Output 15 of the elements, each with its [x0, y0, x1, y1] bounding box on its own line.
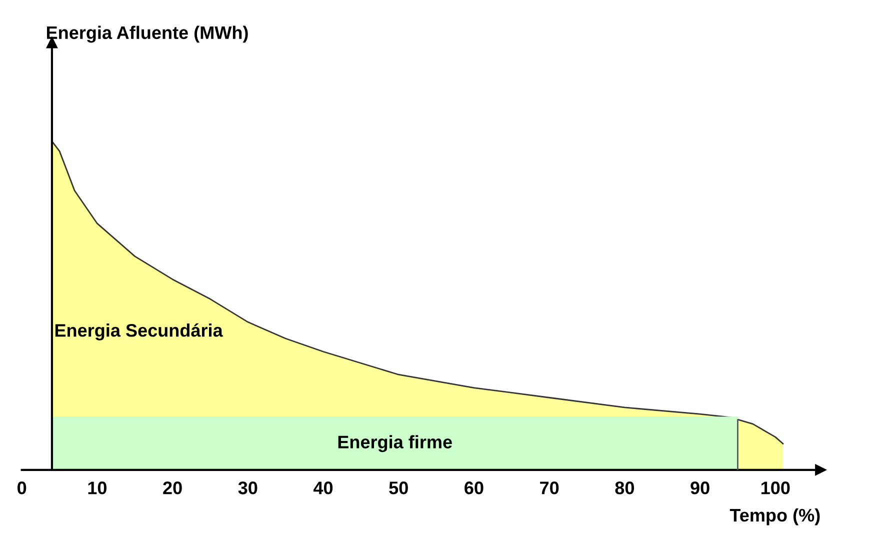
x-tick-label: 20	[163, 482, 182, 494]
x-tick-label: 0	[18, 482, 26, 494]
text: Energia Afluente (MWh)	[46, 26, 248, 43]
x-tick-label: 10	[88, 482, 106, 494]
x-tick-label: 90	[690, 482, 710, 494]
x-tick-label: 60	[464, 482, 484, 494]
x-tick-label: 70	[540, 482, 559, 494]
x-tick-label: 80	[615, 482, 634, 494]
x-tick-label: 30	[238, 482, 258, 494]
x-axis-title: Tempo (%)	[730, 508, 820, 526]
series-label: Energia firme	[338, 435, 452, 452]
x-tick-label: 100	[761, 482, 790, 494]
x-tick-label: 50	[389, 482, 408, 494]
series-label: Energia Secundária	[55, 323, 223, 340]
x-tick-label: 40	[313, 482, 333, 494]
